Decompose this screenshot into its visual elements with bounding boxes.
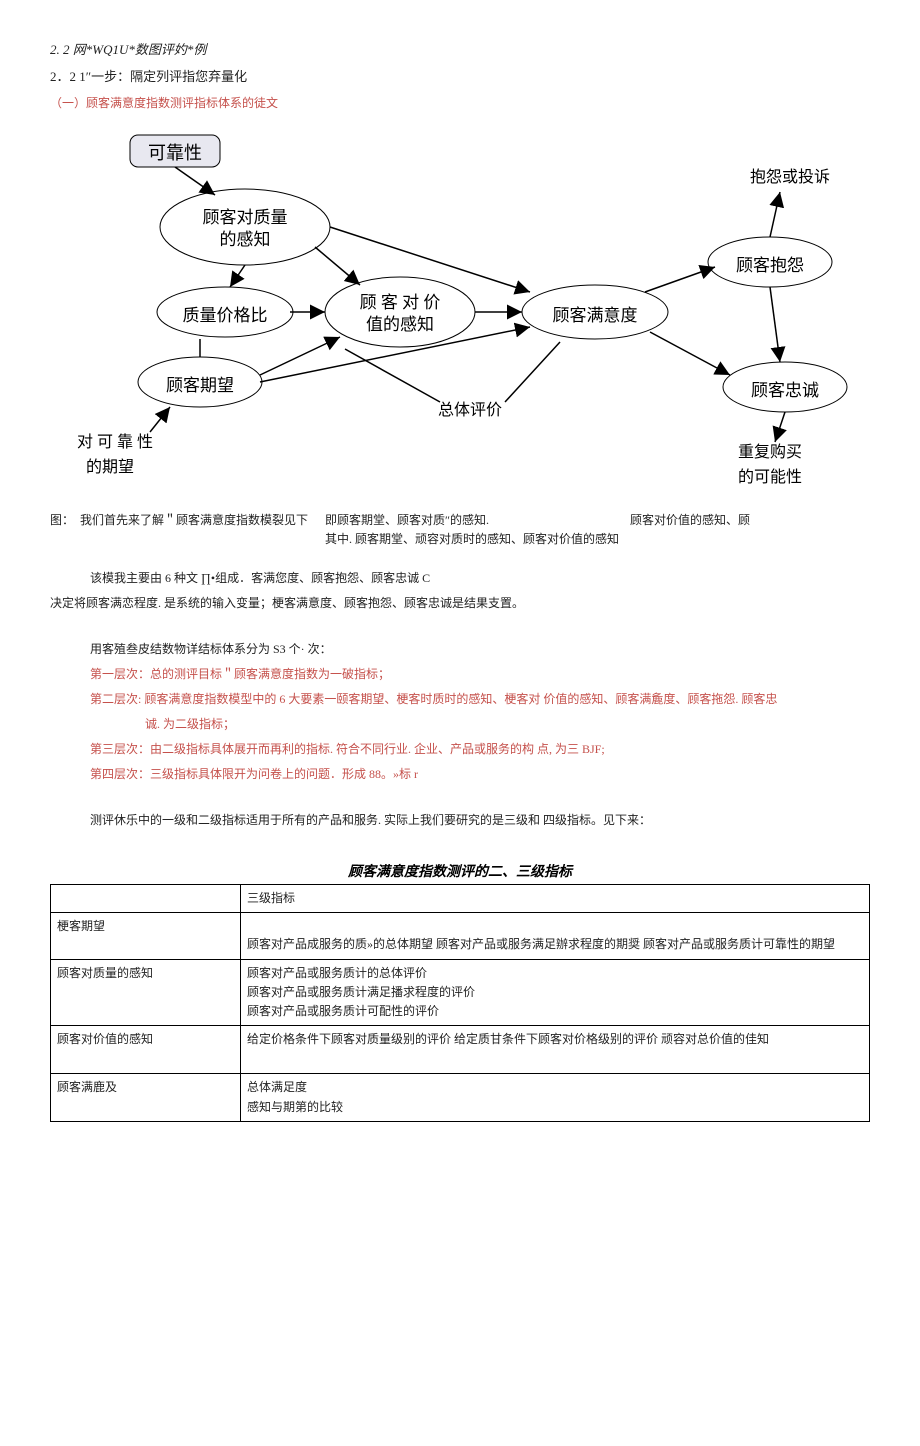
arrow <box>770 287 780 362</box>
diagram-container: 可靠性 顾客对质量 的感知 质量价格比 顾 客 对 价 值的感知 顾客期望 顾客… <box>50 127 870 507</box>
table-cell: 顾客对产品成服务的质»的总体期望 顾客对产品或服务满足辦求程度的期奨 顾客对产品… <box>241 913 870 959</box>
paragraph-2: 决定将顾客满恋程度. 是系统的输入变量；梗客满意度、顾客抱怨、顾客忠诚是结果支置… <box>50 594 870 613</box>
table-row: 三级指标 <box>51 885 870 913</box>
section-number-2: 2．2 1″一步：隔定列评指您弃量化 <box>50 67 870 88</box>
line <box>505 342 560 402</box>
intro-row-1: 图： 我们首先来了解＂顾客满意度指数模裂见下 即顾客期堂、顾客对质″的感知. 顾… <box>50 511 870 530</box>
label-value-perception-2: 值的感知 <box>366 315 434 334</box>
table-row: 梗客期望 顾客对产品成服务的质»的总体期望 顾客对产品或服务满足辦求程度的期奨 … <box>51 913 870 959</box>
label-reliability: 可靠性 <box>148 143 202 163</box>
paragraph-5: 第二层次: 顾客满意度指数模型中的 6 大要素一颐客期望、梗客时质时的感知、梗客… <box>90 690 870 709</box>
line <box>345 349 440 402</box>
table-cell: 梗客期望 <box>51 913 241 959</box>
label-complaint-or-suit: 抱怨或投诉 <box>750 168 830 186</box>
label-value-perception-1: 顾 客 对 价 <box>360 293 441 312</box>
section-subtitle: （一）顾客满意度指数测评指标体系的徒文 <box>50 94 870 113</box>
cell-text: 顾客对产品成服务的质»的总体期望 顾客对产品或服务满足辦求程度的期奨 顾客对产品… <box>247 937 835 951</box>
paragraph-4: 第一层次：总的测评目标＂顾客满意度指数为一破指标； <box>90 665 870 684</box>
label-expectation: 顾客期望 <box>166 376 234 395</box>
table-cell: 顾客对价值的感知 <box>51 1026 241 1074</box>
arrow <box>230 265 245 287</box>
arrow <box>650 332 730 375</box>
paragraph-3: 用客殖叁皮结数物详结标体系分为 S3 个· 次： <box>90 640 870 659</box>
table-row: 顾客满鹿及 总体满足度 感知与期第的比较 <box>51 1074 870 1121</box>
table-cell: 顾客对产品或服务质计的总体评价 顾客对产品或服务质计满足播求程度的评价 顾客对产… <box>241 959 870 1026</box>
label-repurchase-1: 重复购买 <box>738 443 802 461</box>
label-rel-expect-1: 对 可 靠 性 <box>77 433 153 451</box>
arrow <box>770 192 780 237</box>
section-number-1: 2. 2 网*WQ1U*数图评妁*例 <box>50 40 870 61</box>
table-row: 顾客对价值的感知 给定价格条件下顾客对质量级别的评价 给定质甘条件下顾客对价格级… <box>51 1026 870 1074</box>
intro-right2: 顾客对价值的感知、顾 <box>630 511 870 530</box>
arrow <box>645 267 715 292</box>
table-cell: 顾客满鹿及 <box>51 1074 241 1121</box>
paragraph-1: 该模我主要由 6 种文 ∏•组成．客满您度、顾客抱怨、顾客忠诚 C <box>90 569 870 588</box>
arrow <box>260 337 340 375</box>
label-satisfaction: 顾客满意度 <box>553 306 638 325</box>
label-quality-perception-1: 顾客对质量 <box>203 208 288 227</box>
node-quality-perception <box>160 189 330 265</box>
label-complaint: 顾客抱怨 <box>736 256 804 275</box>
arrow <box>315 247 360 285</box>
table-title: 顾客满意度指数测评的二、三级指标 <box>50 862 870 884</box>
indicator-table: 三级指标 梗客期望 顾客对产品成服务的质»的总体期望 顾客对产品或服务满足辦求程… <box>50 884 870 1122</box>
satisfaction-model-diagram: 可靠性 顾客对质量 的感知 质量价格比 顾 客 对 价 值的感知 顾客期望 顾客… <box>50 127 870 507</box>
label-overall-eval: 总体评价 <box>438 401 502 419</box>
label-quality-perception-2: 的感知 <box>220 230 271 249</box>
table-header-cell: 三级指标 <box>241 885 870 913</box>
intro-center: 我们首先来了解＂顾客满意度指数模裂见下 <box>80 511 325 530</box>
table-cell <box>51 885 241 913</box>
arrow <box>150 407 170 432</box>
intro-right1: 即顾客期堂、顾客对质″的感知. <box>325 511 630 530</box>
table-cell: 给定价格条件下顾客对质量级别的评价 给定质甘条件下顾客对价格级别的评价 顽容对总… <box>241 1026 870 1074</box>
intro-left: 图： <box>50 511 80 530</box>
intro-row-2: 其中. 顾客期堂、顽容对质时的感知、顾客对价值的感知 <box>325 530 870 549</box>
table-cell: 顾客对质量的感知 <box>51 959 241 1026</box>
table-row: 顾客对质量的感知 顾客对产品或服务质计的总体评价 顾客对产品或服务质计满足播求程… <box>51 959 870 1026</box>
label-repurchase-2: 的可能性 <box>738 468 802 486</box>
arrow <box>175 167 215 195</box>
paragraph-7: 第四层次：三级指标具体限开为问卷上的问题．形成 88。»标 r <box>90 765 870 784</box>
label-quality-price: 质量价格比 <box>183 306 268 325</box>
paragraph-5b: 诚. 为二级指标； <box>145 715 870 734</box>
paragraph-8: 测评休乐中的一级和二级指标适用于所有的产品和服务. 实际上我们要研究的是三级和 … <box>90 811 870 830</box>
label-loyalty: 顾客忠诚 <box>751 381 819 400</box>
arrow <box>775 412 785 442</box>
label-rel-expect-2: 的期望 <box>86 458 134 476</box>
paragraph-6: 第三层次：由二级指标具体展开而再利的指标. 符合不同行业. 企业、产品或服务的构… <box>90 740 870 759</box>
node-value-perception <box>325 277 475 347</box>
table-cell: 总体满足度 感知与期第的比较 <box>241 1074 870 1121</box>
